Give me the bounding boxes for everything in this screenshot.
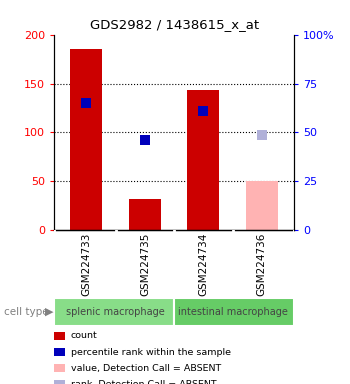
Bar xyxy=(129,199,161,230)
Text: GSM224733: GSM224733 xyxy=(82,232,91,296)
Text: rank, Detection Call = ABSENT: rank, Detection Call = ABSENT xyxy=(71,380,216,384)
Text: GSM224734: GSM224734 xyxy=(198,232,208,296)
Text: cell type: cell type xyxy=(4,307,48,317)
Title: GDS2982 / 1438615_x_at: GDS2982 / 1438615_x_at xyxy=(90,18,259,31)
Text: intestinal macrophage: intestinal macrophage xyxy=(178,307,288,317)
Bar xyxy=(187,90,219,230)
Bar xyxy=(54,298,174,326)
Point xyxy=(84,100,89,106)
Text: percentile rank within the sample: percentile rank within the sample xyxy=(71,348,231,357)
Bar xyxy=(174,298,294,326)
Bar xyxy=(246,182,278,230)
Point xyxy=(259,132,265,139)
Point xyxy=(142,137,148,143)
Text: GSM224735: GSM224735 xyxy=(140,232,150,296)
Text: ▶: ▶ xyxy=(45,307,53,317)
Text: value, Detection Call = ABSENT: value, Detection Call = ABSENT xyxy=(71,364,221,373)
Text: GSM224736: GSM224736 xyxy=(257,232,267,296)
Text: splenic macrophage: splenic macrophage xyxy=(66,307,165,317)
Point xyxy=(201,108,206,114)
Bar xyxy=(70,49,103,230)
Text: count: count xyxy=(71,331,97,341)
